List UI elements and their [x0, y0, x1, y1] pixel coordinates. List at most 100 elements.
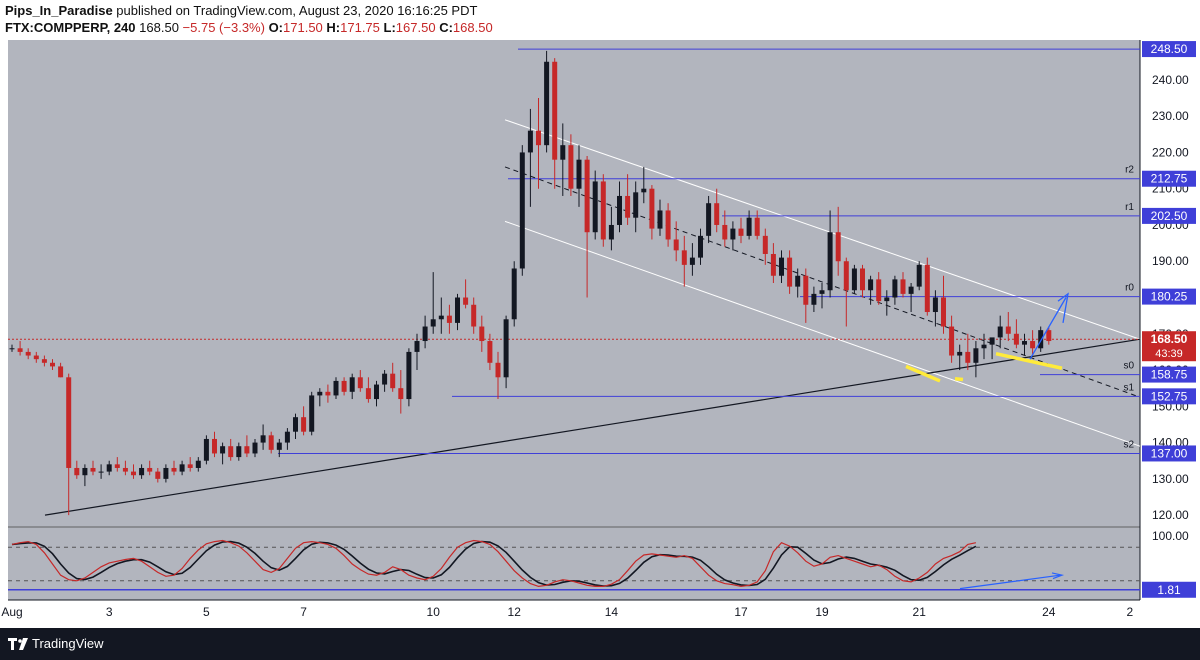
footer-brand[interactable]: TradingView — [32, 636, 104, 651]
candle-body — [787, 257, 793, 287]
candle — [446, 304, 452, 334]
candle-body — [260, 435, 266, 443]
candle — [576, 145, 582, 207]
candle — [471, 297, 477, 334]
x-tick-label: 21 — [913, 605, 927, 619]
candle — [187, 457, 193, 472]
candle — [754, 210, 760, 240]
candle-body — [487, 341, 493, 363]
candle — [560, 123, 566, 196]
candle — [33, 351, 39, 363]
candle-body — [293, 417, 298, 432]
candle-body — [374, 384, 379, 400]
stoch-arrow — [959, 574, 1061, 590]
candle — [908, 283, 914, 313]
candle-body — [519, 152, 525, 269]
candle — [657, 199, 663, 236]
candle-body — [495, 362, 501, 378]
candle — [212, 431, 217, 458]
candle — [811, 286, 817, 313]
candle — [779, 250, 784, 283]
x-tick-label: 3 — [106, 605, 113, 619]
candle — [495, 351, 501, 400]
candle — [74, 460, 80, 479]
y-tick-label: 120.00 — [1152, 508, 1189, 522]
candle-body — [989, 337, 995, 345]
candle — [147, 460, 153, 476]
last-price: 168.50 — [139, 20, 179, 35]
candle-body — [876, 279, 882, 302]
channel-mid-dashed-line — [504, 166, 1141, 398]
candle — [301, 406, 307, 436]
candle — [536, 98, 541, 189]
x-tick-label: 19 — [815, 605, 829, 619]
candle-body — [455, 297, 460, 323]
level-price-badge: 248.50 — [1142, 41, 1196, 58]
candle — [738, 217, 744, 244]
candle — [463, 279, 469, 309]
level-price-badge: 137.00 — [1142, 445, 1196, 462]
level-price-badge: 152.75 — [1142, 388, 1196, 405]
level-tag: s1 — [1123, 382, 1134, 393]
candle — [479, 315, 485, 352]
candle — [82, 464, 88, 487]
stoch-arrow-head — [1051, 572, 1065, 580]
candle-body — [981, 344, 987, 349]
candle — [90, 460, 96, 476]
candle — [941, 275, 946, 334]
candle — [1046, 326, 1052, 345]
candle — [722, 210, 728, 247]
candle — [309, 391, 315, 436]
candle — [851, 264, 857, 294]
candle-body — [770, 253, 776, 276]
projection-arrow-head — [1057, 292, 1069, 324]
candle-body — [811, 293, 817, 305]
candle — [236, 442, 242, 461]
candle — [706, 195, 712, 244]
x-tick-label: Aug — [1, 605, 22, 619]
candle-body — [706, 203, 712, 236]
candle — [698, 228, 703, 265]
candle — [1030, 330, 1036, 356]
candle — [673, 221, 679, 262]
level-tag: r1 — [1125, 202, 1134, 213]
candle — [681, 235, 687, 287]
symbol-label[interactable]: FTX:COMPPERP, 240 — [5, 20, 136, 35]
candle — [503, 315, 509, 389]
price-pane — [8, 40, 1140, 526]
level-tag: r0 — [1125, 283, 1134, 294]
candle-body — [649, 188, 655, 229]
level-badge-text: 248.50 — [1151, 42, 1188, 56]
candle — [892, 275, 898, 305]
candle-body — [641, 188, 647, 193]
candle-body — [868, 279, 874, 291]
candle — [762, 228, 768, 265]
tradingview-logo-icon — [8, 638, 28, 650]
open-value: 171.50 — [283, 20, 323, 35]
candle — [317, 388, 323, 407]
published-text: published on TradingView.com, August 23,… — [116, 3, 478, 18]
candle — [989, 337, 995, 360]
candle — [787, 250, 793, 294]
projection-arrow — [1029, 297, 1067, 360]
candle-body — [965, 351, 971, 363]
candle-body — [949, 326, 955, 356]
price-chart[interactable]: 120.00130.00140.00150.00160.00170.00180.… — [0, 38, 1200, 628]
candle-body — [924, 264, 930, 313]
candle — [519, 145, 525, 276]
candle — [455, 293, 460, 331]
candle — [932, 290, 938, 327]
author-name[interactable]: Pips_In_Paradise — [5, 3, 113, 18]
candle-body — [82, 467, 88, 476]
close-value: 168.50 — [452, 20, 493, 35]
candle-body — [592, 181, 598, 233]
current-price-badge: 168.50 43:39 — [1142, 331, 1196, 362]
candle — [58, 362, 64, 378]
candle — [527, 108, 533, 207]
candle-body — [25, 351, 31, 356]
level-badge-bg — [1142, 41, 1196, 58]
candle — [155, 467, 161, 483]
candle-body — [698, 235, 703, 258]
candle-body — [722, 224, 728, 240]
channel-upper-line — [504, 119, 1141, 340]
